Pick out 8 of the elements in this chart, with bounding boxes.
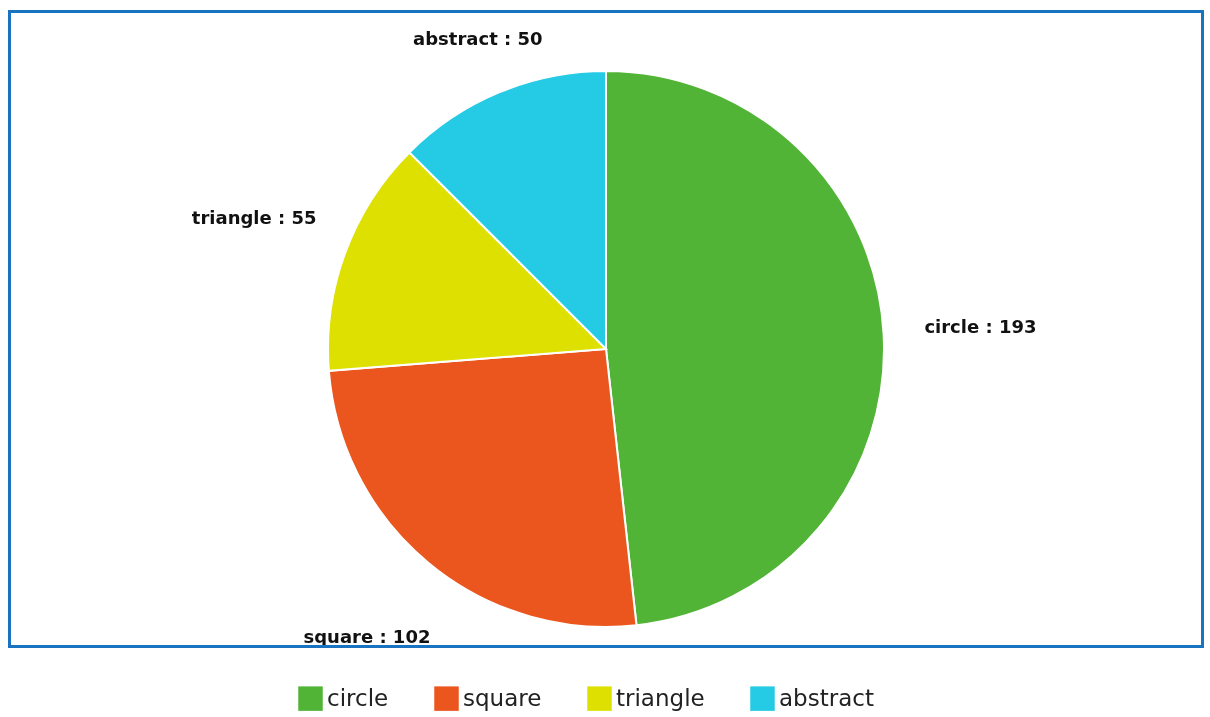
data-label: square : 102 [303, 625, 431, 647]
legend-label: square [463, 684, 542, 711]
data-label: abstract : 50 [413, 27, 543, 49]
legend-label: abstract [779, 684, 874, 711]
data-label: triangle : 55 [191, 207, 317, 229]
legend-label: circle [327, 684, 389, 711]
legend-label: triangle [616, 684, 705, 711]
data-label: circle : 193 [924, 316, 1037, 338]
